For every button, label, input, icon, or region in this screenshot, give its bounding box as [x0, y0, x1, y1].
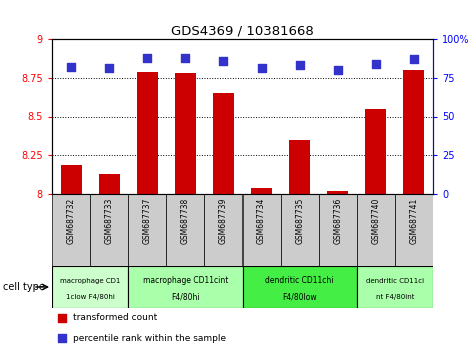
Bar [243, 194, 281, 266]
Text: GSM687735: GSM687735 [295, 198, 304, 244]
Point [143, 55, 151, 61]
Text: nt F4/80int: nt F4/80int [376, 295, 414, 301]
Bar [213, 93, 234, 194]
Text: transformed count: transformed count [73, 313, 157, 322]
Text: dendritic CD11chi: dendritic CD11chi [266, 276, 334, 285]
Point [105, 65, 113, 71]
Bar [403, 70, 425, 194]
Point [372, 61, 380, 67]
Point [58, 336, 66, 341]
Bar [52, 194, 90, 266]
Bar [357, 194, 395, 266]
Point [181, 55, 189, 61]
Bar [251, 188, 272, 194]
Text: macrophage CD1: macrophage CD1 [60, 278, 120, 284]
Point [258, 65, 266, 71]
Text: F4/80hi: F4/80hi [171, 293, 200, 302]
Point [334, 67, 342, 73]
Bar [175, 73, 196, 194]
Bar [52, 266, 128, 308]
Bar [90, 194, 128, 266]
Text: percentile rank within the sample: percentile rank within the sample [73, 334, 226, 343]
Bar [289, 140, 310, 194]
Text: GSM687734: GSM687734 [257, 198, 266, 244]
Text: GSM687733: GSM687733 [104, 198, 114, 244]
Point [410, 56, 418, 62]
Bar [365, 109, 386, 194]
Bar [204, 194, 243, 266]
Text: GSM687741: GSM687741 [409, 198, 418, 244]
Text: GSM687736: GSM687736 [333, 198, 342, 244]
Text: 1clow F4/80hi: 1clow F4/80hi [66, 295, 114, 301]
Bar [128, 194, 166, 266]
Text: cell type: cell type [3, 282, 45, 292]
Bar [327, 191, 348, 194]
Bar [166, 194, 204, 266]
Text: GSM687740: GSM687740 [371, 198, 380, 244]
Bar [128, 266, 243, 308]
Point [67, 64, 75, 70]
Bar [243, 266, 357, 308]
Bar [137, 72, 158, 194]
Bar [319, 194, 357, 266]
Bar [99, 174, 120, 194]
Point [58, 315, 66, 320]
Text: GSM687738: GSM687738 [181, 198, 190, 244]
Bar [357, 266, 433, 308]
Point [296, 63, 304, 68]
Text: dendritic CD11ci: dendritic CD11ci [366, 278, 424, 284]
Text: GSM687732: GSM687732 [66, 198, 76, 244]
Text: GSM687737: GSM687737 [143, 198, 152, 244]
Bar [281, 194, 319, 266]
Bar [61, 165, 82, 194]
Bar [395, 194, 433, 266]
Point [219, 58, 227, 63]
Text: F4/80low: F4/80low [282, 293, 317, 302]
Title: GDS4369 / 10381668: GDS4369 / 10381668 [171, 25, 314, 38]
Text: GSM687739: GSM687739 [219, 198, 228, 244]
Text: macrophage CD11cint: macrophage CD11cint [142, 276, 228, 285]
